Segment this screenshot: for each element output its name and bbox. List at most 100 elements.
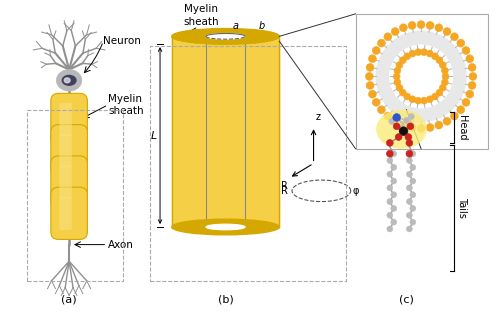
Ellipse shape bbox=[432, 53, 438, 60]
Ellipse shape bbox=[394, 79, 401, 86]
Ellipse shape bbox=[406, 185, 412, 191]
Ellipse shape bbox=[417, 21, 425, 29]
Ellipse shape bbox=[406, 158, 412, 163]
FancyBboxPatch shape bbox=[356, 14, 488, 149]
Ellipse shape bbox=[387, 212, 393, 218]
FancyBboxPatch shape bbox=[51, 187, 88, 239]
Ellipse shape bbox=[436, 57, 443, 64]
Ellipse shape bbox=[404, 93, 410, 100]
Ellipse shape bbox=[376, 110, 427, 149]
Ellipse shape bbox=[432, 93, 438, 100]
Ellipse shape bbox=[443, 117, 451, 125]
Ellipse shape bbox=[387, 226, 393, 232]
Ellipse shape bbox=[368, 55, 376, 63]
Ellipse shape bbox=[391, 219, 396, 225]
Ellipse shape bbox=[468, 64, 476, 71]
Ellipse shape bbox=[406, 226, 412, 232]
Ellipse shape bbox=[410, 205, 416, 211]
Ellipse shape bbox=[406, 171, 412, 177]
Ellipse shape bbox=[410, 164, 416, 170]
Ellipse shape bbox=[172, 219, 280, 235]
Ellipse shape bbox=[440, 62, 446, 68]
Ellipse shape bbox=[394, 67, 401, 74]
Ellipse shape bbox=[407, 123, 414, 130]
Ellipse shape bbox=[466, 90, 473, 98]
Ellipse shape bbox=[378, 106, 386, 114]
Ellipse shape bbox=[393, 73, 400, 80]
Ellipse shape bbox=[442, 67, 448, 74]
Ellipse shape bbox=[400, 121, 407, 129]
Ellipse shape bbox=[400, 89, 406, 96]
Ellipse shape bbox=[387, 199, 393, 204]
Ellipse shape bbox=[400, 57, 406, 64]
Ellipse shape bbox=[366, 72, 373, 80]
Ellipse shape bbox=[390, 45, 452, 108]
Ellipse shape bbox=[426, 96, 433, 103]
Ellipse shape bbox=[393, 114, 400, 121]
FancyBboxPatch shape bbox=[51, 93, 88, 146]
Text: L: L bbox=[151, 131, 158, 140]
Text: Tails: Tails bbox=[458, 198, 468, 218]
Ellipse shape bbox=[406, 212, 412, 218]
Ellipse shape bbox=[435, 24, 442, 32]
Ellipse shape bbox=[450, 33, 458, 41]
Ellipse shape bbox=[396, 84, 403, 91]
Ellipse shape bbox=[406, 140, 413, 146]
Ellipse shape bbox=[56, 70, 82, 91]
Ellipse shape bbox=[387, 185, 393, 191]
Ellipse shape bbox=[414, 97, 422, 104]
Ellipse shape bbox=[457, 106, 464, 114]
FancyBboxPatch shape bbox=[60, 134, 72, 167]
Ellipse shape bbox=[62, 76, 76, 85]
Ellipse shape bbox=[387, 171, 393, 177]
Ellipse shape bbox=[392, 28, 399, 36]
Ellipse shape bbox=[469, 72, 477, 80]
Text: Myelin
sheath: Myelin sheath bbox=[184, 4, 219, 26]
Ellipse shape bbox=[410, 178, 416, 184]
Ellipse shape bbox=[386, 140, 393, 146]
Text: (a): (a) bbox=[62, 294, 77, 304]
Ellipse shape bbox=[368, 90, 376, 98]
Ellipse shape bbox=[426, 123, 434, 131]
Ellipse shape bbox=[400, 24, 407, 32]
Ellipse shape bbox=[410, 192, 416, 198]
FancyBboxPatch shape bbox=[60, 197, 72, 230]
Ellipse shape bbox=[420, 49, 428, 55]
Ellipse shape bbox=[372, 47, 380, 54]
Text: Neuron: Neuron bbox=[104, 36, 141, 46]
Ellipse shape bbox=[366, 64, 374, 71]
FancyBboxPatch shape bbox=[60, 103, 72, 136]
Ellipse shape bbox=[406, 150, 413, 157]
Ellipse shape bbox=[462, 47, 470, 54]
Text: (c): (c) bbox=[399, 294, 414, 304]
Ellipse shape bbox=[410, 219, 416, 225]
Ellipse shape bbox=[391, 178, 396, 184]
Text: R: R bbox=[281, 181, 287, 191]
Text: Head: Head bbox=[458, 115, 468, 140]
Ellipse shape bbox=[436, 89, 443, 96]
Text: φ: φ bbox=[352, 186, 359, 196]
Ellipse shape bbox=[391, 192, 396, 198]
Ellipse shape bbox=[420, 97, 428, 104]
Ellipse shape bbox=[468, 82, 476, 89]
Text: a: a bbox=[232, 21, 238, 32]
Ellipse shape bbox=[408, 123, 416, 131]
Ellipse shape bbox=[408, 21, 416, 29]
Ellipse shape bbox=[391, 164, 396, 170]
Ellipse shape bbox=[206, 33, 245, 39]
Ellipse shape bbox=[396, 51, 446, 102]
Ellipse shape bbox=[387, 158, 393, 163]
Ellipse shape bbox=[392, 117, 399, 125]
Ellipse shape bbox=[378, 39, 386, 47]
Ellipse shape bbox=[450, 112, 458, 120]
Ellipse shape bbox=[435, 121, 442, 129]
Ellipse shape bbox=[417, 124, 425, 132]
Ellipse shape bbox=[393, 123, 400, 130]
Ellipse shape bbox=[408, 114, 414, 119]
Ellipse shape bbox=[443, 28, 451, 36]
Ellipse shape bbox=[462, 98, 470, 106]
Ellipse shape bbox=[457, 39, 464, 47]
Ellipse shape bbox=[396, 62, 403, 68]
Text: z: z bbox=[316, 112, 320, 123]
Ellipse shape bbox=[404, 53, 410, 60]
